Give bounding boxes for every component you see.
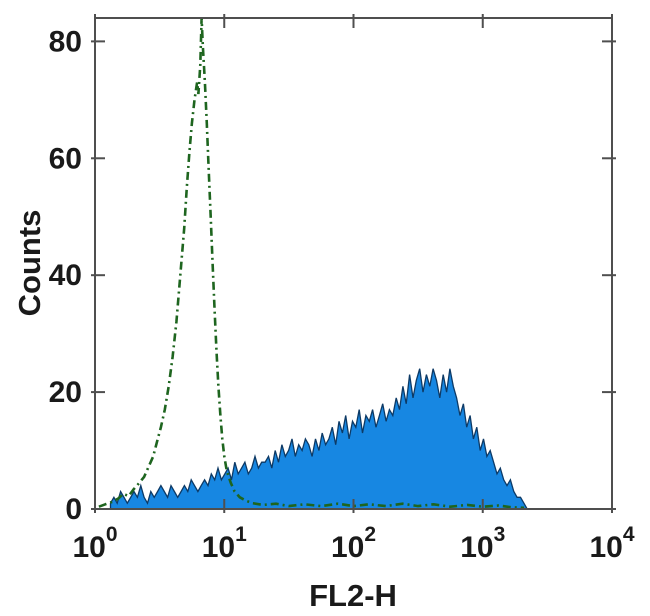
axis-ticks [91,14,616,513]
stained-histogram-area [109,368,529,510]
y-tick-label: 20 [49,376,82,409]
x-tick-label: 104 [589,523,634,564]
x-tick-label: 100 [72,523,117,564]
x-axis-tick-labels: 100 101 102 103 104 [72,523,634,564]
y-axis-tick-labels: 0 20 40 60 80 [49,25,82,526]
y-tick-label: 80 [49,25,82,58]
y-tick-label: 60 [49,142,82,175]
x-axis-title: FL2-H [309,578,397,613]
series-group [98,17,529,510]
y-axis-title: Counts [12,210,47,317]
y-tick-label: 40 [49,259,82,292]
x-tick-label: 101 [202,523,247,564]
x-tick-label: 102 [331,523,376,564]
x-tick-label: 103 [460,523,505,564]
y-tick-label: 0 [65,493,82,526]
control-histogram-line [98,17,525,510]
